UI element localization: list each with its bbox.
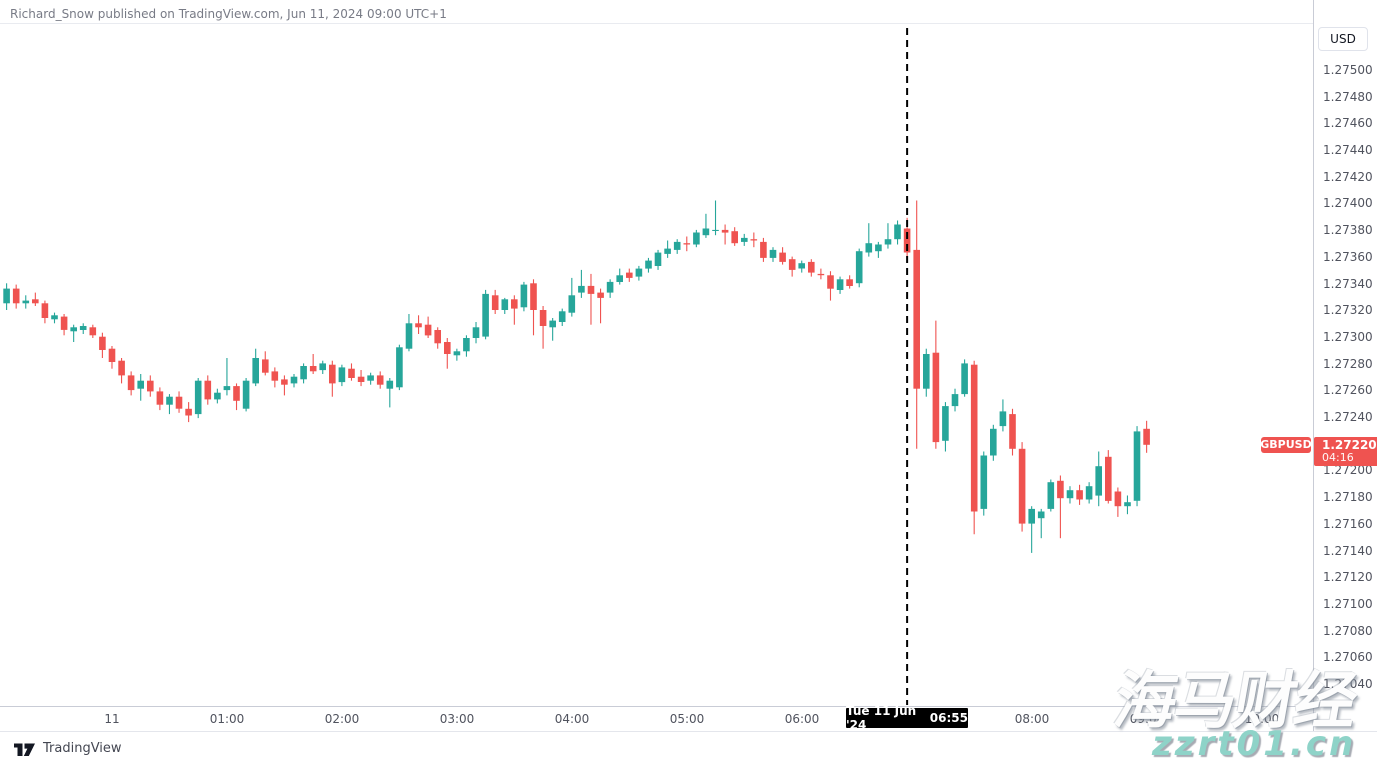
price-tick-label: 1.27160	[1323, 517, 1373, 531]
time-tick-label: 06:00	[784, 712, 820, 726]
price-tick-label: 1.27240	[1323, 410, 1373, 424]
price-tick-label: 1.27140	[1323, 544, 1373, 558]
price-tick-label: 1.27460	[1323, 116, 1373, 130]
event-time: 06:55	[929, 711, 968, 725]
price-tick-label: 1.27480	[1323, 90, 1373, 104]
currency-toggle-button[interactable]: USD	[1318, 27, 1368, 51]
symbol-badge: GBPUSD	[1260, 436, 1312, 453]
time-tick-label: 08:00	[1014, 712, 1050, 726]
time-tick-label: 04:00	[554, 712, 590, 726]
event-time-tooltip: Tue 11 Jun '24 06:55	[846, 704, 968, 732]
price-tick-label: 1.27120	[1323, 570, 1373, 584]
price-tick-label: 1.27080	[1323, 624, 1373, 638]
time-tick-label: 03:00	[439, 712, 475, 726]
watermark-url: zzrt01.cn	[1152, 724, 1357, 764]
price-tick-label: 1.27300	[1323, 330, 1373, 344]
price-tick-label: 1.27180	[1323, 490, 1373, 504]
event-date: Tue 11 Jun '24	[846, 704, 917, 732]
time-tick-label: 01:00	[209, 712, 245, 726]
tradingview-logo-icon[interactable]	[14, 739, 36, 757]
footer-bar: TradingView	[0, 731, 1377, 764]
time-tick-label: 09:00	[1129, 712, 1165, 726]
price-tick-label: 1.27100	[1323, 597, 1373, 611]
price-tick-label: 1.27440	[1323, 143, 1373, 157]
price-tick-label: 1.27400	[1323, 196, 1373, 210]
time-tick-label: 10:00	[1244, 712, 1280, 726]
time-tick-label: 02:00	[324, 712, 360, 726]
pane-top-border	[0, 23, 1313, 24]
time-tick-label: 11	[104, 712, 120, 726]
last-price-value: 1.27220	[1322, 437, 1377, 452]
candlestick-chart[interactable]	[0, 0, 1313, 706]
time-axis[interactable]: 11 01:00 02:00 03:00 04:00 05:00 06:00 08:00 09:…	[0, 704, 1377, 732]
price-tick-label: 1.27340	[1323, 277, 1373, 291]
price-tick-label: 1.27420	[1323, 170, 1373, 184]
price-tick-label: 1.27320	[1323, 303, 1373, 317]
attribution-text: Richard_Snow published on TradingView.co…	[10, 7, 447, 21]
price-tick-label: 1.27500	[1323, 63, 1373, 77]
price-tick-label: 1.27040	[1323, 677, 1373, 691]
price-tick-label: 1.27360	[1323, 250, 1373, 264]
price-tick-label: 1.27200	[1323, 463, 1373, 477]
price-tick-label: 1.27260	[1323, 383, 1373, 397]
price-tick-label: 1.27060	[1323, 650, 1373, 664]
bar-countdown: 04:16	[1322, 450, 1354, 464]
price-tick-label: 1.27380	[1323, 223, 1373, 237]
last-price-badge: 1.27220 04:16	[1314, 436, 1377, 466]
price-axis[interactable]: USD 1.27500 1.27480 1.27460 1.27440 1.27420 1…	[1313, 0, 1377, 731]
tradingview-brand[interactable]: TradingView	[43, 740, 122, 756]
time-tick-label: 05:00	[669, 712, 705, 726]
price-tick-label: 1.27280	[1323, 357, 1373, 371]
